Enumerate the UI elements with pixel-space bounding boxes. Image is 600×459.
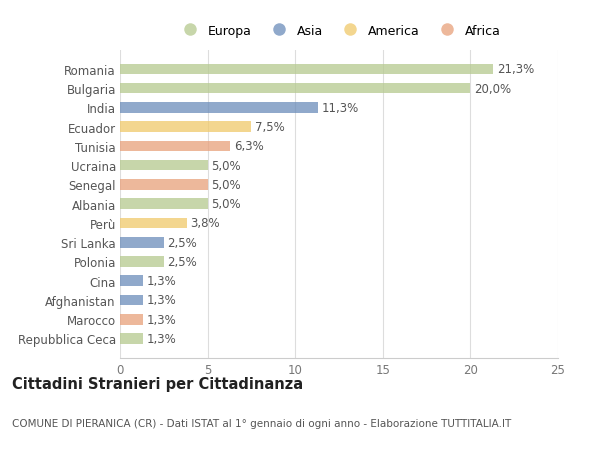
Text: 20,0%: 20,0% <box>474 83 511 95</box>
Text: 1,3%: 1,3% <box>146 313 176 326</box>
Bar <box>120 334 143 344</box>
Bar <box>120 257 164 267</box>
Text: 1,3%: 1,3% <box>146 274 176 288</box>
Bar <box>120 180 208 190</box>
Bar <box>120 218 187 229</box>
Bar <box>120 122 251 133</box>
Text: 7,5%: 7,5% <box>255 121 284 134</box>
Text: 1,3%: 1,3% <box>146 294 176 307</box>
Bar <box>120 314 143 325</box>
Bar <box>120 276 143 286</box>
Legend: Europa, Asia, America, Africa: Europa, Asia, America, Africa <box>173 20 505 43</box>
Bar <box>120 199 208 210</box>
Bar <box>120 103 318 113</box>
Bar <box>120 141 230 152</box>
Bar <box>120 295 143 306</box>
Text: COMUNE DI PIERANICA (CR) - Dati ISTAT al 1° gennaio di ogni anno - Elaborazione : COMUNE DI PIERANICA (CR) - Dati ISTAT al… <box>12 418 511 428</box>
Text: 5,0%: 5,0% <box>211 198 241 211</box>
Text: 6,3%: 6,3% <box>234 140 263 153</box>
Bar <box>120 84 470 94</box>
Text: Cittadini Stranieri per Cittadinanza: Cittadini Stranieri per Cittadinanza <box>12 376 303 392</box>
Text: 5,0%: 5,0% <box>211 159 241 172</box>
Bar <box>120 161 208 171</box>
Text: 5,0%: 5,0% <box>211 179 241 191</box>
Text: 2,5%: 2,5% <box>167 236 197 249</box>
Text: 21,3%: 21,3% <box>497 63 534 76</box>
Text: 2,5%: 2,5% <box>167 255 197 269</box>
Bar <box>120 237 164 248</box>
Bar <box>120 64 493 75</box>
Text: 3,8%: 3,8% <box>190 217 220 230</box>
Text: 1,3%: 1,3% <box>146 332 176 345</box>
Text: 11,3%: 11,3% <box>322 102 359 115</box>
